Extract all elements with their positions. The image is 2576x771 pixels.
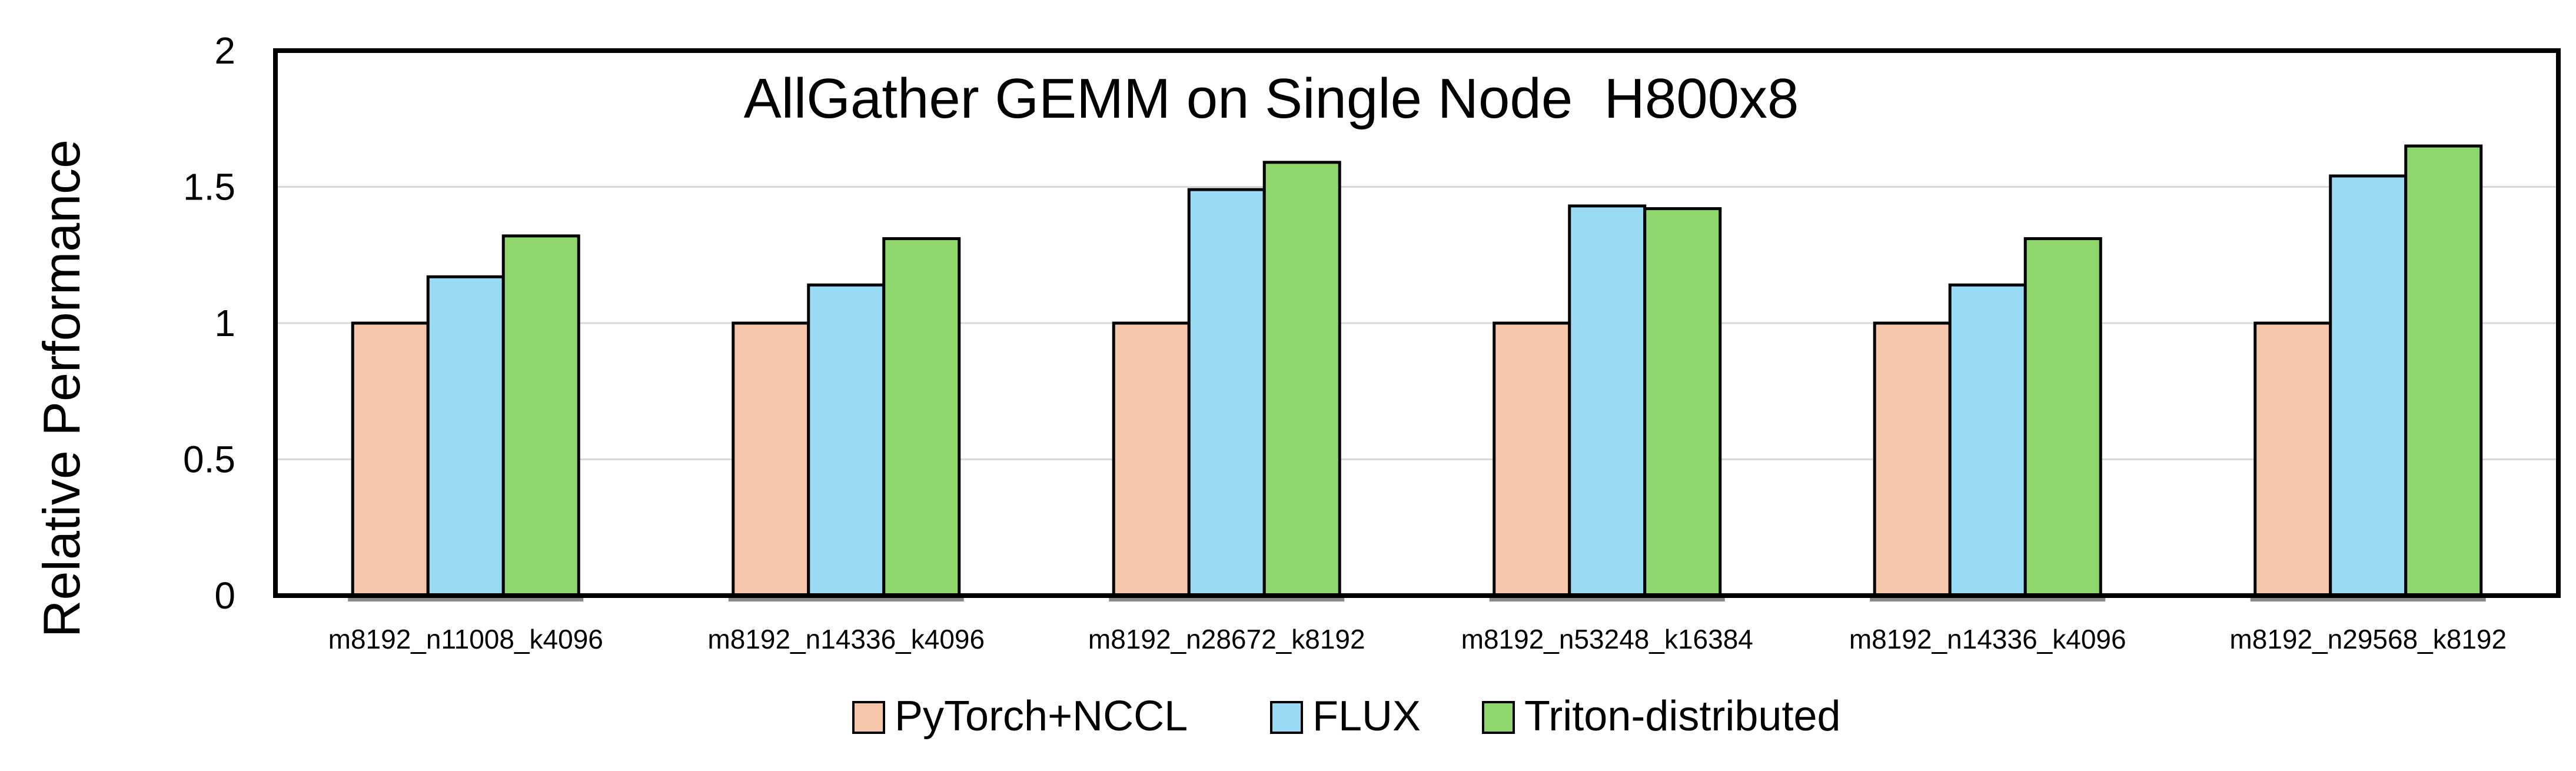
y-tick-label: 0.5 xyxy=(183,438,235,481)
x-axis-categories: m8192_n11008_k4096 m8192_n14336_k4096 m819… xyxy=(328,624,2507,654)
legend-label: FLUX xyxy=(1312,693,1421,740)
x-category-label: m8192_n14336_k4096 xyxy=(707,624,985,654)
bar xyxy=(732,321,810,597)
bar xyxy=(2329,174,2408,597)
y-axis-label: Relative Performance xyxy=(32,139,91,637)
bar xyxy=(1873,321,1952,597)
bar xyxy=(2253,321,2332,597)
chart-title: AllGather GEMM on Single Node H800x8 xyxy=(744,67,1799,130)
bar xyxy=(351,321,430,597)
bar xyxy=(1493,321,1571,597)
x-category-label: m8192_n14336_k4096 xyxy=(1849,624,2126,654)
x-category-label: m8192_n29568_k8192 xyxy=(2229,624,2507,654)
y-tick-label: 2 xyxy=(214,29,235,72)
bar xyxy=(1262,161,1341,597)
legend-label: PyTorch+NCCL xyxy=(895,693,1188,740)
bar xyxy=(1568,204,1647,597)
bar xyxy=(1643,207,1722,597)
x-category-label: m8192_n53248_k16384 xyxy=(1461,624,1753,654)
bar xyxy=(1948,283,2027,597)
plot-frame xyxy=(273,48,2561,598)
y-tick-label: 1 xyxy=(214,302,235,344)
bar xyxy=(2023,237,2102,597)
legend-swatch xyxy=(1270,701,1303,734)
bar xyxy=(501,234,580,597)
bar xyxy=(882,237,961,597)
legend-swatch xyxy=(852,701,885,734)
gridlines xyxy=(275,186,2558,460)
bar xyxy=(1187,188,1266,597)
legend: PyTorch+NCCL FLUX Triton-distributed xyxy=(852,693,1841,740)
x-category-label: m8192_n11008_k4096 xyxy=(328,624,603,654)
bars xyxy=(348,144,2486,601)
y-tick-label: 0 xyxy=(214,574,235,617)
bar xyxy=(807,283,886,597)
bar xyxy=(426,275,505,597)
y-axis-ticks: 0 0.5 1 1.5 2 xyxy=(183,29,235,617)
bar xyxy=(1112,321,1191,597)
legend-swatch xyxy=(1482,701,1515,734)
x-category-label: m8192_n28672_k8192 xyxy=(1088,624,1365,654)
y-tick-label: 1.5 xyxy=(183,166,235,208)
bar xyxy=(2404,144,2483,597)
legend-label: Triton-distributed xyxy=(1524,693,1841,740)
